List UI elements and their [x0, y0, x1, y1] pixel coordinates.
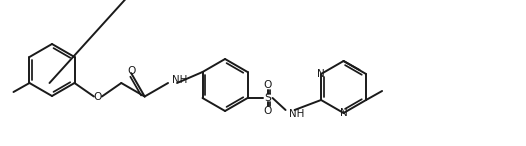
Text: NH: NH: [172, 75, 187, 85]
Text: O: O: [94, 92, 102, 101]
Text: O: O: [127, 66, 135, 76]
Text: O: O: [264, 106, 272, 116]
Text: NH: NH: [289, 109, 304, 119]
Text: N: N: [317, 69, 325, 79]
Text: O: O: [264, 80, 272, 90]
Text: S: S: [264, 93, 271, 103]
Text: N: N: [340, 108, 348, 118]
